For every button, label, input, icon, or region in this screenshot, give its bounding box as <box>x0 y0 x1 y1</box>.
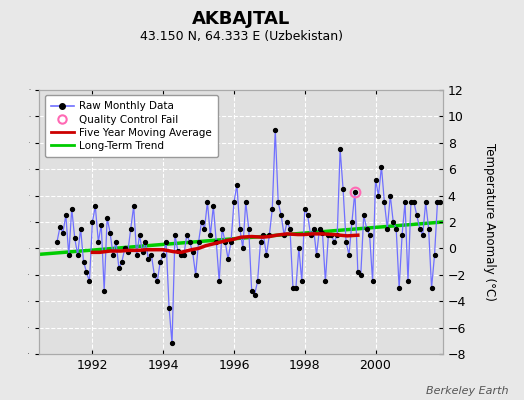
Text: 43.150 N, 64.333 E (Uzbekistan): 43.150 N, 64.333 E (Uzbekistan) <box>139 30 343 43</box>
Text: Berkeley Earth: Berkeley Earth <box>426 386 508 396</box>
Y-axis label: Temperature Anomaly (°C): Temperature Anomaly (°C) <box>483 143 496 301</box>
Legend: Raw Monthly Data, Quality Control Fail, Five Year Moving Average, Long-Term Tren: Raw Monthly Data, Quality Control Fail, … <box>45 95 218 157</box>
Text: AKBAJTAL: AKBAJTAL <box>192 10 290 28</box>
